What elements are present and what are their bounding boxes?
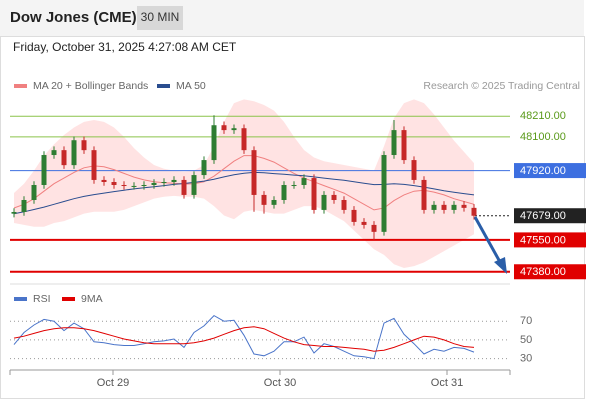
legend-label: 9MA bbox=[81, 293, 103, 305]
candle-body bbox=[311, 178, 317, 210]
timeframe: 30 MIN bbox=[141, 10, 180, 24]
bollinger-band bbox=[14, 99, 474, 269]
candle-body bbox=[151, 182, 157, 186]
candle-body bbox=[341, 199, 347, 210]
candle-body bbox=[171, 179, 177, 183]
rsi-line bbox=[13, 326, 475, 352]
legend-swatch bbox=[157, 84, 170, 88]
forecast-arrowhead bbox=[494, 257, 507, 274]
candle-body bbox=[241, 128, 247, 151]
candle-body bbox=[131, 185, 137, 187]
source: Research © 2025 Trading Central bbox=[423, 80, 580, 92]
x-tick-label: Oct 31 bbox=[431, 377, 463, 389]
level-label: 48210.00 bbox=[520, 110, 566, 122]
candle-body bbox=[231, 128, 237, 131]
legend-swatch bbox=[62, 297, 75, 301]
candle-body bbox=[81, 140, 87, 151]
candle-body bbox=[161, 182, 167, 184]
candle-body bbox=[221, 125, 227, 131]
legend-swatch bbox=[14, 84, 27, 88]
level-label-box bbox=[514, 208, 586, 224]
candle-body bbox=[331, 194, 337, 200]
candle-body bbox=[411, 160, 417, 180]
candle-body bbox=[121, 185, 127, 187]
candle-body bbox=[141, 185, 147, 187]
candle-body bbox=[181, 179, 187, 195]
candle-body bbox=[61, 150, 67, 166]
level-label-box bbox=[514, 264, 586, 280]
candle-body bbox=[371, 224, 377, 232]
level-label-box bbox=[514, 163, 586, 179]
candle-body bbox=[21, 199, 27, 212]
candle-body bbox=[271, 199, 277, 205]
x-tick-label: Oct 29 bbox=[97, 377, 129, 389]
candle-body bbox=[391, 130, 397, 156]
legend-label: RSI bbox=[33, 293, 51, 305]
candle-body bbox=[401, 130, 407, 161]
legend-label: MA 50 bbox=[176, 80, 206, 92]
candle-body bbox=[471, 207, 477, 216]
title: Dow Jones (CME) bbox=[10, 9, 137, 26]
candle-body bbox=[351, 209, 357, 222]
candle-body bbox=[441, 204, 447, 210]
candle-body bbox=[461, 204, 467, 208]
candle-body bbox=[201, 160, 207, 176]
candle-body bbox=[361, 221, 367, 225]
candle-body bbox=[211, 125, 217, 161]
y-tick-label: 50 bbox=[520, 334, 532, 346]
moving-average bbox=[13, 155, 475, 211]
header-bar bbox=[0, 0, 584, 36]
candle-body bbox=[291, 185, 297, 187]
candle-body bbox=[431, 204, 437, 210]
candle-body bbox=[321, 194, 327, 210]
candle-body bbox=[421, 179, 427, 210]
legend-label: MA 20 + Bollinger Bands bbox=[33, 80, 148, 92]
level-label: 47550.00 bbox=[520, 234, 566, 246]
level-label: 47380.00 bbox=[520, 266, 566, 278]
legend-swatch bbox=[14, 297, 27, 301]
level-label: 47920.00 bbox=[520, 165, 566, 177]
level-label: 48100.00 bbox=[520, 131, 566, 143]
datetime: Friday, October 31, 2025 4:27:08 AM CET bbox=[13, 40, 237, 54]
candle-body bbox=[301, 178, 307, 186]
candle-body bbox=[261, 194, 267, 205]
x-tick-label: Oct 30 bbox=[264, 377, 296, 389]
candle-body bbox=[251, 150, 257, 195]
y-tick-label: 30 bbox=[520, 353, 532, 365]
candle-body bbox=[111, 182, 117, 186]
candle-body bbox=[281, 185, 287, 200]
candle-body bbox=[31, 185, 37, 200]
candle-body bbox=[71, 140, 77, 166]
candle-body bbox=[91, 150, 97, 180]
candle-body bbox=[451, 204, 457, 210]
candle-body bbox=[41, 155, 47, 186]
candle-body bbox=[101, 179, 107, 183]
level-label-box bbox=[514, 232, 586, 248]
level-label: 47679.00 bbox=[520, 210, 566, 222]
candle-body bbox=[51, 150, 57, 156]
y-tick-label: 70 bbox=[520, 315, 532, 327]
candle-body bbox=[11, 211, 17, 214]
candle-body bbox=[381, 155, 387, 232]
forecast-arrow bbox=[473, 216, 502, 263]
moving-average bbox=[13, 171, 475, 215]
rsi-line bbox=[13, 314, 475, 360]
candle-body bbox=[191, 175, 197, 195]
timeframe-box bbox=[137, 6, 183, 30]
